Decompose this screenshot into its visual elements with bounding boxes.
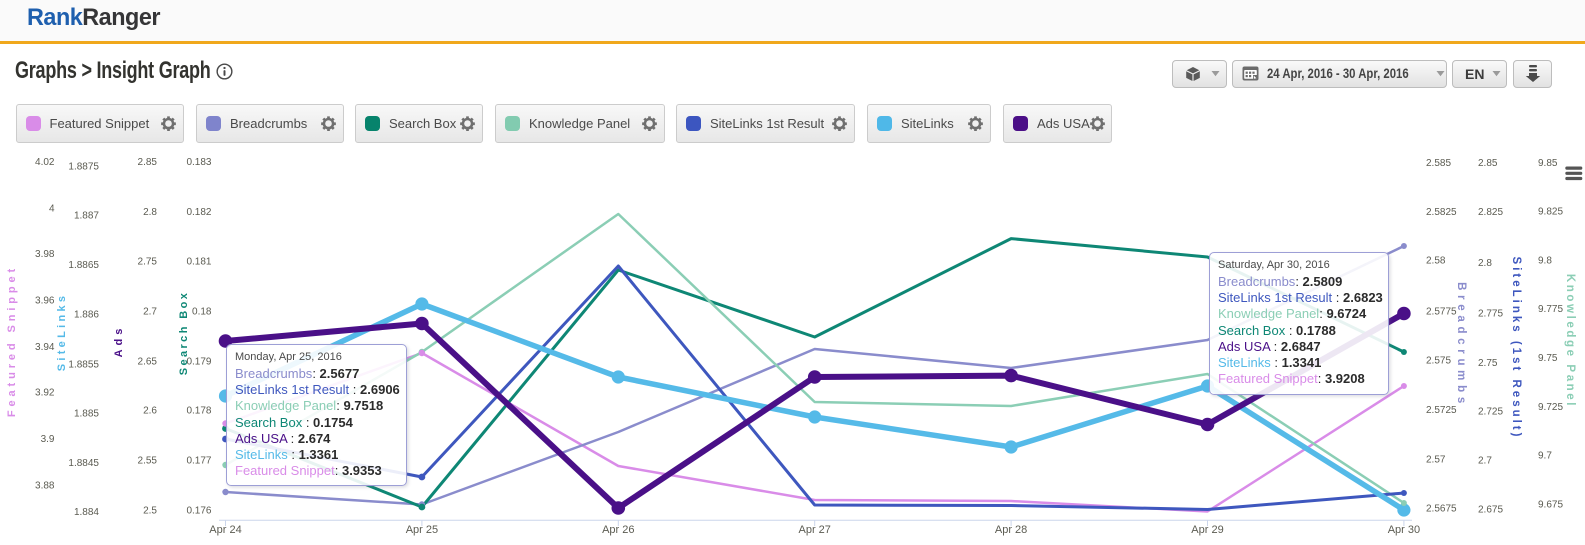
svg-text:9.8: 9.8 <box>1538 255 1552 266</box>
svg-text:0.176: 0.176 <box>186 506 211 517</box>
svg-text:2.5725: 2.5725 <box>1426 405 1457 416</box>
svg-text:3.9: 3.9 <box>41 434 55 445</box>
svg-text:Apr 27: Apr 27 <box>798 524 830 536</box>
svg-text:9.725: 9.725 <box>1538 402 1563 413</box>
svg-text:2.585: 2.585 <box>1426 158 1451 169</box>
svg-text:9.75: 9.75 <box>1538 353 1558 364</box>
svg-text:2.5: 2.5 <box>143 506 157 517</box>
svg-text:2.55: 2.55 <box>138 456 158 467</box>
svg-text:Apr 30: Apr 30 <box>1388 524 1420 536</box>
svg-text:3.92: 3.92 <box>35 388 55 399</box>
svg-text:2.75: 2.75 <box>1478 358 1498 369</box>
svg-text:0.182: 0.182 <box>186 207 211 218</box>
svg-text:0.179: 0.179 <box>186 356 211 367</box>
svg-text:9.775: 9.775 <box>1538 304 1563 315</box>
svg-text:0.183: 0.183 <box>186 157 211 168</box>
svg-text:2.85: 2.85 <box>1478 158 1498 169</box>
svg-text:4: 4 <box>49 204 55 215</box>
svg-text:1.8855: 1.8855 <box>68 359 99 370</box>
svg-text:3.88: 3.88 <box>35 480 55 491</box>
svg-text:Apr 28: Apr 28 <box>995 524 1027 536</box>
svg-text:1.884: 1.884 <box>74 507 99 518</box>
svg-text:9.7: 9.7 <box>1538 451 1552 462</box>
svg-text:2.8: 2.8 <box>1478 258 1492 269</box>
svg-text:2.57: 2.57 <box>1426 454 1446 465</box>
svg-text:2.825: 2.825 <box>1478 207 1503 218</box>
svg-text:1.8865: 1.8865 <box>68 260 99 271</box>
svg-text:3.98: 3.98 <box>35 249 55 260</box>
svg-text:1.887: 1.887 <box>74 211 99 222</box>
svg-text:2.65: 2.65 <box>138 356 158 367</box>
svg-text:2.675: 2.675 <box>1478 504 1503 515</box>
svg-text:4.02: 4.02 <box>35 157 55 168</box>
svg-text:Apr 29: Apr 29 <box>1191 524 1223 536</box>
svg-text:3.96: 3.96 <box>35 296 55 307</box>
svg-text:2.775: 2.775 <box>1478 309 1503 320</box>
svg-text:9.675: 9.675 <box>1538 499 1563 510</box>
svg-text:Apr 24: Apr 24 <box>209 524 241 536</box>
svg-text:2.5825: 2.5825 <box>1426 207 1457 218</box>
svg-text:2.7: 2.7 <box>1478 456 1492 467</box>
svg-text:Apr 26: Apr 26 <box>602 524 634 536</box>
svg-text:2.5675: 2.5675 <box>1426 504 1457 515</box>
svg-text:1.886: 1.886 <box>74 309 99 320</box>
svg-text:0.181: 0.181 <box>186 256 211 267</box>
svg-text:2.75: 2.75 <box>138 256 158 267</box>
svg-text:0.18: 0.18 <box>192 306 212 317</box>
svg-text:2.6: 2.6 <box>143 406 157 417</box>
svg-text:0.177: 0.177 <box>186 456 211 467</box>
svg-text:1.8845: 1.8845 <box>68 458 99 469</box>
svg-text:2.85: 2.85 <box>138 157 158 168</box>
svg-text:1.885: 1.885 <box>74 409 99 420</box>
svg-text:0.178: 0.178 <box>186 406 211 417</box>
svg-text:2.575: 2.575 <box>1426 356 1451 367</box>
svg-text:2.58: 2.58 <box>1426 256 1446 267</box>
svg-text:3.94: 3.94 <box>35 342 55 353</box>
svg-text:2.8: 2.8 <box>143 207 157 218</box>
svg-text:9.85: 9.85 <box>1538 158 1558 169</box>
svg-text:9.825: 9.825 <box>1538 207 1563 218</box>
svg-text:2.5775: 2.5775 <box>1426 306 1457 317</box>
svg-text:1.8875: 1.8875 <box>68 161 99 172</box>
svg-text:Apr 25: Apr 25 <box>406 524 438 536</box>
svg-text:2.725: 2.725 <box>1478 406 1503 417</box>
svg-text:2.7: 2.7 <box>143 306 157 317</box>
